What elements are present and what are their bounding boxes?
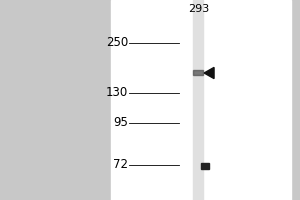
Text: 130: 130: [106, 86, 128, 99]
Text: 72: 72: [113, 158, 128, 171]
Text: 250: 250: [106, 36, 128, 49]
Text: 293: 293: [188, 4, 209, 14]
Text: 95: 95: [113, 116, 128, 130]
